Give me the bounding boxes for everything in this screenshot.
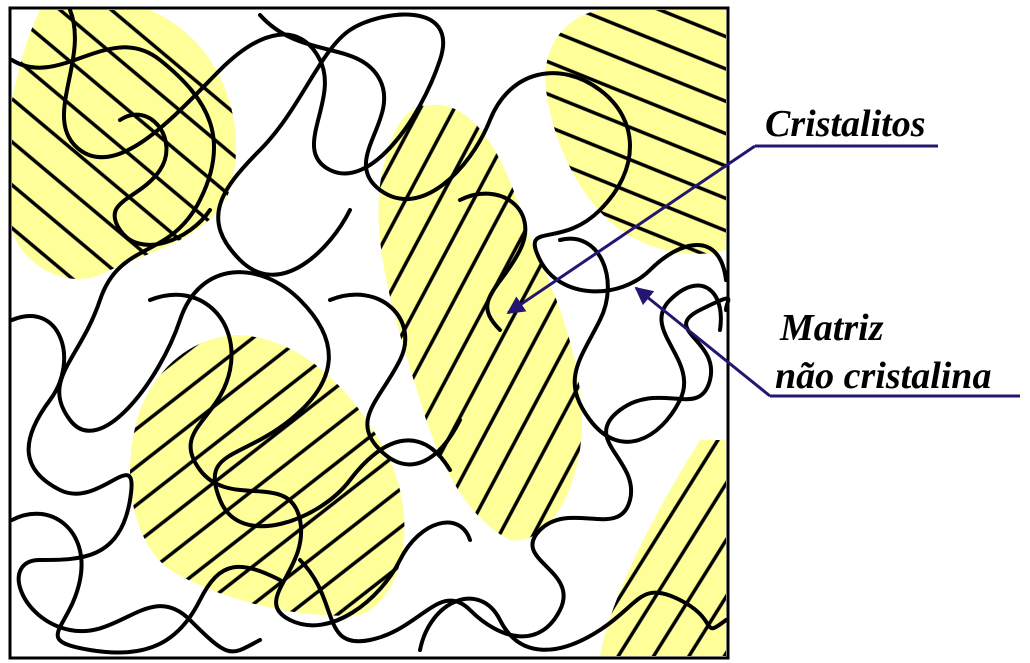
- arrow: [636, 288, 770, 396]
- label-crystallites: Cristalitos: [765, 103, 926, 145]
- diagram: Cristalitos Matriz não cristalina: [0, 0, 1030, 663]
- label-matrix: não cristalina: [775, 355, 991, 397]
- crystallite: [545, 10, 726, 254]
- crystallite: [378, 105, 581, 541]
- matrix-annotation: Matriz não cristalina: [636, 288, 1020, 397]
- crystallite: [12, 10, 236, 279]
- label-matrix: Matriz: [779, 307, 884, 349]
